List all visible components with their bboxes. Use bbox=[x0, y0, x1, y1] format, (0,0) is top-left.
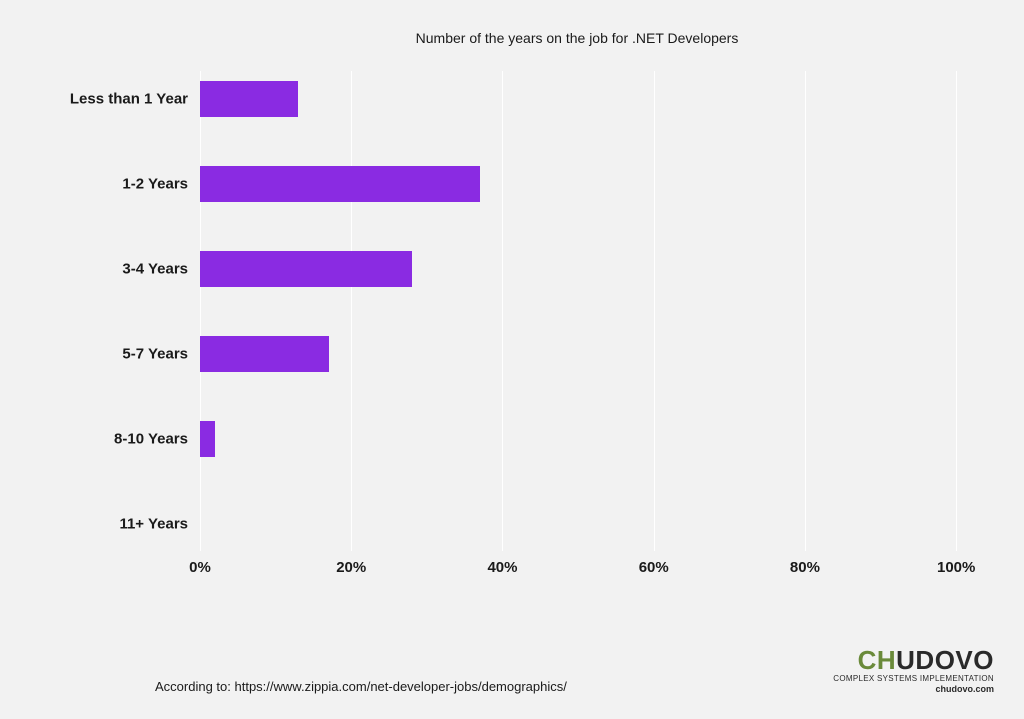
bar bbox=[200, 251, 412, 287]
logo-url: chudovo.com bbox=[833, 684, 994, 694]
x-tick-label: 20% bbox=[336, 559, 366, 576]
logo-tagline: COMPLEX SYSTEMS IMPLEMENTATION bbox=[833, 674, 994, 683]
bar bbox=[200, 336, 329, 372]
bar-row: Less than 1 Year bbox=[200, 81, 994, 117]
logo-part1: CH bbox=[858, 645, 897, 675]
bar-label: 8-10 Years bbox=[114, 431, 188, 448]
plot-area: Less than 1 Year 1-2 Years 3-4 Years 5-7 Ye… bbox=[200, 71, 994, 581]
logo-part2: UDOVO bbox=[896, 645, 994, 675]
bar-row: 5-7 Years bbox=[200, 336, 994, 372]
bar-row: 11+ Years bbox=[200, 506, 994, 542]
bar bbox=[200, 166, 480, 202]
bar bbox=[200, 421, 215, 457]
source-text: According to: https://www.zippia.com/net… bbox=[155, 679, 567, 694]
x-tick-label: 80% bbox=[790, 559, 820, 576]
logo: CHUDOVO COMPLEX SYSTEMS IMPLEMENTATION c… bbox=[833, 647, 994, 694]
bar-row: 1-2 Years bbox=[200, 166, 994, 202]
bar-label: 1-2 Years bbox=[122, 176, 188, 193]
x-tick-label: 40% bbox=[487, 559, 517, 576]
bar-label: Less than 1 Year bbox=[70, 91, 188, 108]
bar-label: 3-4 Years bbox=[122, 261, 188, 278]
x-tick-label: 60% bbox=[639, 559, 669, 576]
x-tick-label: 0% bbox=[189, 559, 211, 576]
logo-brand: CHUDOVO bbox=[833, 647, 994, 673]
chart-title: Number of the years on the job for .NET … bbox=[60, 30, 994, 46]
footer: According to: https://www.zippia.com/net… bbox=[155, 647, 994, 694]
bar-row: 8-10 Years bbox=[200, 421, 994, 457]
bar-row: 3-4 Years bbox=[200, 251, 994, 287]
bar-label: 5-7 Years bbox=[122, 346, 188, 363]
x-tick-label: 100% bbox=[937, 559, 975, 576]
bar-label: 11+ Years bbox=[119, 516, 188, 533]
x-axis: 0%20%40%60%80%100% bbox=[200, 551, 994, 581]
chart-container: Number of the years on the job for .NET … bbox=[60, 30, 994, 619]
bars-container: Less than 1 Year 1-2 Years 3-4 Years 5-7 Ye… bbox=[200, 71, 994, 551]
bar bbox=[200, 81, 298, 117]
